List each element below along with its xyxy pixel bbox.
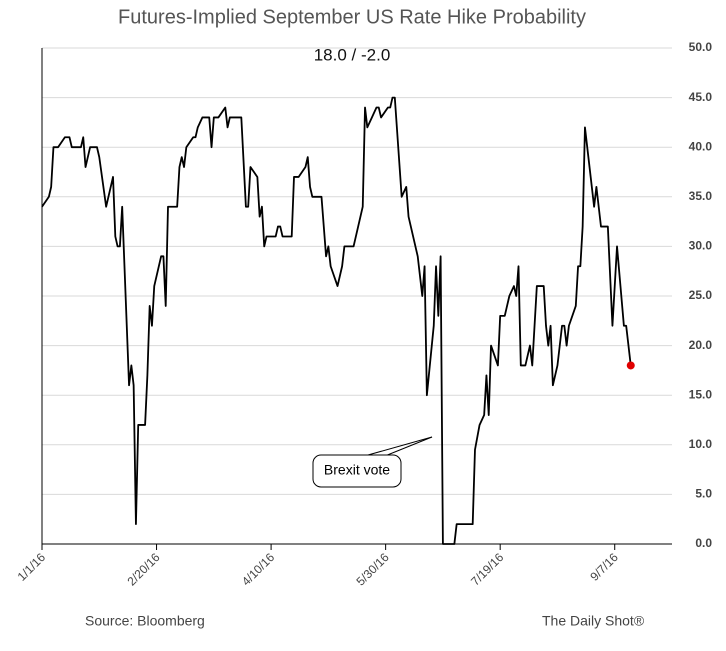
- line: [41, 96, 632, 545]
- y-tick-label: 35.0: [689, 189, 713, 203]
- y-tick-label: 5.0: [695, 487, 712, 501]
- y-tick-label: 40.0: [689, 139, 713, 153]
- y-tick-label: 20.0: [689, 338, 713, 352]
- y-tick-label: 0.0: [695, 536, 712, 550]
- y-tick-label: 15.0: [689, 387, 713, 401]
- callout-box: [312, 454, 402, 488]
- y-tick-label: 10.0: [689, 437, 713, 451]
- annotation: Brexit vote: [312, 436, 433, 488]
- annotation-text: Brexit vote: [324, 462, 390, 478]
- x-tick-label: 1/1/16: [15, 550, 49, 584]
- y-tick-label: 30.0: [689, 239, 713, 253]
- chart-subtitle: 18.0 / -2.0: [314, 45, 391, 64]
- last-point: [626, 361, 635, 370]
- x-tick-label: 7/19/16: [468, 550, 506, 588]
- source: Source: Bloomberg: [85, 613, 205, 629]
- credit: The Daily Shot®: [542, 613, 645, 629]
- callout-pointer: [367, 436, 433, 456]
- x-tick-label: 9/7/16: [587, 550, 621, 584]
- x-tick-label: 4/10/16: [239, 550, 277, 588]
- chart-title: Futures-Implied September US Rate Hike P…: [118, 6, 586, 28]
- y-tick-label: 25.0: [689, 288, 713, 302]
- x-tick-label: 2/20/16: [124, 550, 162, 588]
- y-tick-label: 50.0: [689, 40, 713, 54]
- y-tick-label: 45.0: [689, 90, 713, 104]
- x-tick-label: 5/30/16: [354, 550, 392, 588]
